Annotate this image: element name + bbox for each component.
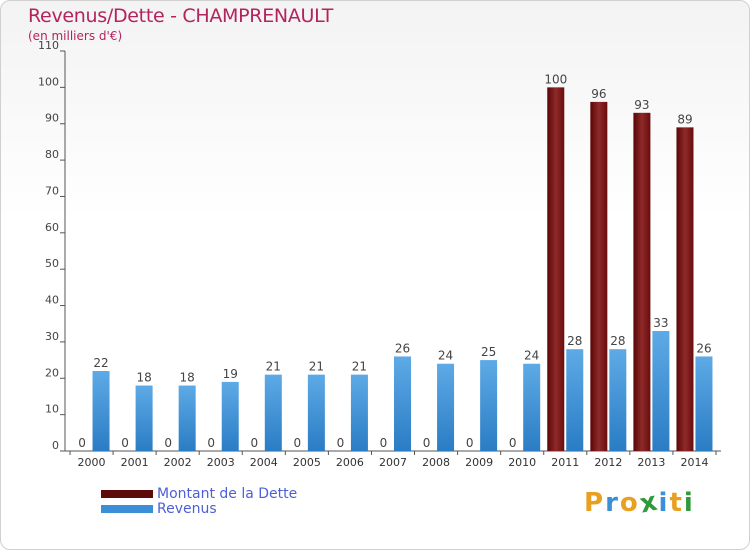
bar-debt-2014 (676, 127, 694, 451)
data-label-revenus-2005: 21 (309, 360, 324, 374)
x-tick-label: 2008 (422, 456, 450, 469)
chart-subtitle: (en milliers d'€) (28, 29, 123, 43)
bar-revenus-2013 (652, 331, 670, 451)
bar-revenus-2005 (307, 374, 325, 451)
bar-revenus-2010 (523, 363, 541, 451)
x-tick-label: 2004 (250, 456, 278, 469)
bar-debt-2011 (547, 87, 565, 451)
data-label-revenus-2009: 25 (481, 345, 496, 359)
logo-letter: t (669, 488, 684, 518)
data-label-revenus-2013: 33 (653, 316, 668, 330)
y-tick-label: 0 (52, 439, 59, 452)
data-label-debt-2008: 0 (423, 436, 431, 450)
x-tick-label: 2010 (508, 456, 536, 469)
data-label-debt-2003: 0 (207, 436, 215, 450)
data-label-revenus-2014: 26 (696, 341, 711, 355)
bar-debt-2012 (590, 101, 608, 451)
data-label-debt-2010: 0 (509, 436, 517, 450)
proxiti-logo: Proxiti (584, 486, 695, 519)
data-label-revenus-2007: 26 (395, 341, 410, 355)
legend-label-debt: Montant de la Dette (157, 486, 298, 502)
legend-label-revenus: Revenus (157, 501, 217, 517)
data-label-revenus-2000: 22 (93, 356, 108, 370)
x-tick-label: 2001 (121, 456, 149, 469)
data-label-revenus-2006: 21 (352, 360, 367, 374)
bar-revenus-2007 (394, 356, 411, 451)
data-label-debt-2012: 96 (591, 87, 606, 101)
data-label-debt-2013: 93 (634, 98, 649, 112)
legend-swatch-debt (101, 490, 153, 498)
logo-letter: i (658, 488, 670, 518)
data-label-debt-2009: 0 (466, 436, 474, 450)
data-label-debt-2000: 0 (78, 436, 86, 450)
x-tick-label: 2011 (551, 456, 579, 469)
x-tick-label: 2009 (465, 456, 493, 469)
bar-revenus-2012 (609, 349, 627, 451)
data-label-debt-2014: 89 (677, 112, 692, 126)
x-tick-label: 2006 (336, 456, 364, 469)
data-label-debt-2002: 0 (164, 436, 172, 450)
x-tick-label: 2014 (680, 456, 708, 469)
data-label-revenus-2010: 24 (524, 349, 539, 363)
chart-title: Revenus/Dette - CHAMPRENAULT (28, 5, 334, 27)
data-label-debt-2007: 0 (380, 436, 388, 450)
data-label-revenus-2008: 24 (438, 349, 453, 363)
bar-revenus-2001 (135, 385, 153, 451)
x-tick-label: 2012 (594, 456, 622, 469)
data-label-revenus-2011: 28 (567, 334, 582, 348)
y-tick-label: 90 (45, 112, 59, 125)
y-tick-label: 70 (45, 184, 59, 197)
legend-swatch-revenus (101, 505, 153, 513)
logo-letter: P (584, 488, 606, 518)
data-label-debt-2004: 0 (250, 436, 258, 450)
x-tick-label: 2005 (293, 456, 321, 469)
y-tick-label: 10 (45, 403, 59, 416)
logo-letter: o (619, 488, 640, 518)
bar-revenus-2008 (437, 363, 455, 451)
bar-revenus-2004 (264, 374, 282, 451)
x-tick-label: 2003 (207, 456, 235, 469)
x-tick-label: 2002 (164, 456, 192, 469)
data-label-debt-2006: 0 (337, 436, 345, 450)
logo-letter: i (683, 488, 695, 518)
data-label-revenus-2004: 21 (266, 360, 281, 374)
y-tick-label: 110 (38, 39, 59, 52)
bar-revenus-2011 (566, 349, 584, 451)
y-tick-label: 20 (45, 366, 59, 379)
bar-revenus-2000 (92, 371, 110, 451)
bar-revenus-2009 (480, 360, 498, 451)
data-label-debt-2005: 0 (294, 436, 302, 450)
bar-revenus-2002 (178, 385, 196, 451)
data-label-revenus-2001: 18 (136, 371, 151, 385)
bar-revenus-2003 (221, 381, 239, 451)
y-tick-label: 80 (45, 148, 59, 161)
x-tick-label: 2000 (78, 456, 106, 469)
bar-debt-2013 (633, 112, 651, 452)
y-tick-label: 100 (38, 75, 59, 88)
x-tick-label: 2013 (637, 456, 665, 469)
logo-letter: r (605, 488, 620, 518)
bar-revenus-2014 (695, 356, 713, 451)
y-tick-label: 40 (45, 294, 59, 307)
data-label-revenus-2012: 28 (610, 334, 625, 348)
y-tick-label: 60 (45, 221, 59, 234)
data-label-revenus-2003: 19 (223, 367, 238, 381)
x-tick-label: 2007 (379, 456, 407, 469)
data-label-debt-2011: 100 (544, 72, 567, 86)
bar-revenus-2006 (350, 374, 368, 451)
data-label-revenus-2002: 18 (180, 371, 195, 385)
y-tick-label: 30 (45, 330, 59, 343)
y-tick-label: 50 (45, 257, 59, 270)
data-label-debt-2001: 0 (121, 436, 129, 450)
